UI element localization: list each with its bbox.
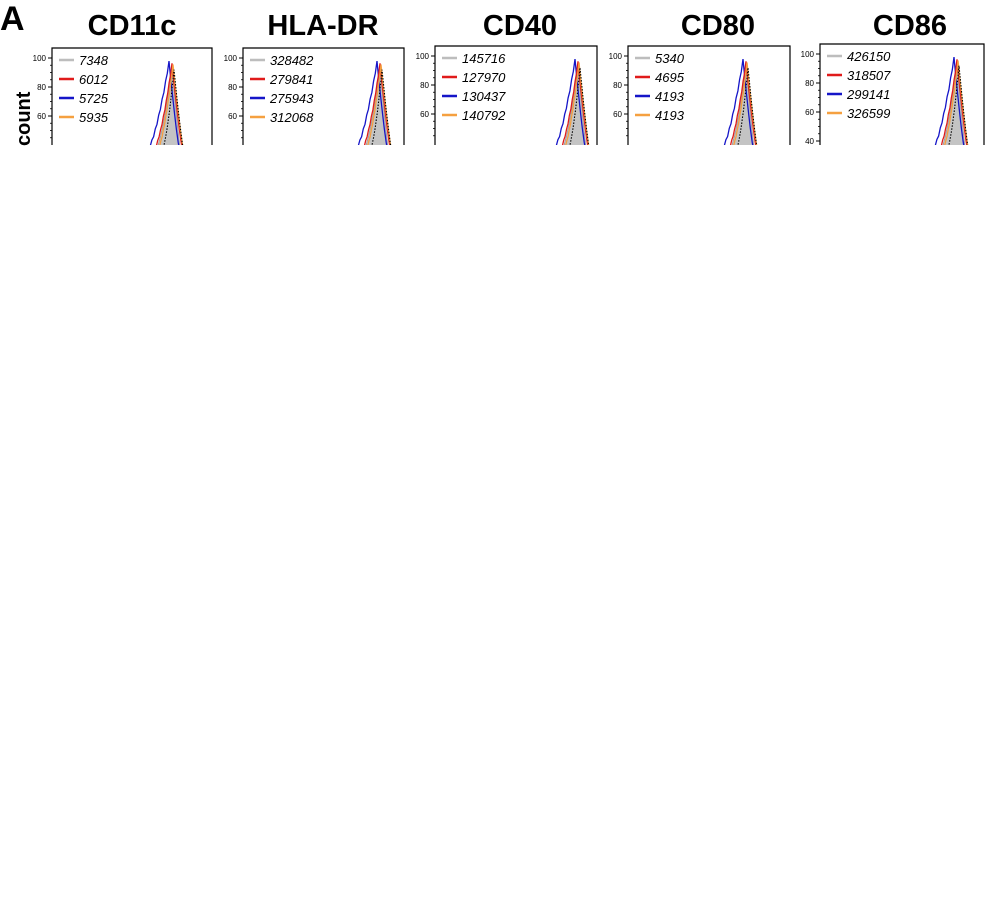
y-tick-label: 100	[801, 50, 815, 59]
series-line-blue	[149, 61, 180, 145]
legend-value: 145716	[462, 51, 506, 66]
series-line-dotted	[371, 69, 392, 145]
series-line-blue	[934, 57, 965, 145]
series-line-dotted	[569, 67, 590, 145]
y-tick-label: 60	[420, 110, 429, 119]
histogram-panel-cd40: CD40 100 80 60 145716 127970 130437 140792	[416, 10, 598, 145]
series-line-blue	[723, 59, 754, 145]
legend-value: 312068	[270, 110, 314, 125]
plot-frame	[819, 43, 985, 145]
legend-value: 5935	[79, 110, 109, 125]
series-line-red	[155, 63, 183, 145]
plot-frame	[627, 45, 791, 145]
legend-value: 4695	[655, 70, 685, 85]
panel-title: HLA-DR	[267, 10, 378, 42]
y-tick-label: 80	[37, 83, 46, 92]
series-line-dotted	[737, 67, 758, 145]
legend-value: 299141	[846, 87, 890, 102]
legend-value: 5340	[655, 51, 685, 66]
histogram-curves	[149, 61, 184, 145]
legend-value: 426150	[847, 49, 891, 64]
y-tick-label: 60	[805, 108, 814, 117]
histogram-curves	[723, 59, 758, 145]
y-tick-label: 100	[224, 54, 238, 63]
series-line-red	[561, 61, 589, 145]
histogram-panel-cd11c: CD11c 100 80 60 7348 6012 5725 5935	[33, 10, 213, 145]
series-line-red	[363, 63, 391, 145]
legend-value: 6012	[79, 72, 109, 87]
histogram-curves	[357, 61, 392, 145]
plot-frame	[51, 47, 213, 145]
legend-value: 130437	[462, 89, 506, 104]
legend-value: 326599	[847, 106, 890, 121]
plot-frame	[242, 47, 405, 145]
legend-value: 318507	[847, 68, 891, 83]
plot-frame	[434, 45, 598, 145]
legend-value: 279841	[269, 72, 313, 87]
series-line-dotted	[163, 69, 184, 145]
panel-title: CD11c	[88, 10, 177, 42]
legend-value: 140792	[462, 108, 506, 123]
histogram-panel-hla-dr: HLA-DR 100 80 60 328482 279841 275943 312068	[224, 10, 405, 145]
y-tick-label: 100	[609, 52, 623, 61]
histogram-panels: CD11c 100 80 60 7348 6012 5725 5935 HLA-DR 100 80 6…	[33, 10, 985, 146]
legend-value: 275943	[269, 91, 314, 106]
panel-title: CD80	[681, 10, 755, 42]
y-tick-label: 100	[33, 54, 47, 63]
legend-value: 5725	[79, 91, 109, 106]
y-axis-label: count	[13, 91, 35, 146]
y-tick-label: 60	[37, 112, 46, 121]
legend-value: 4193	[655, 89, 685, 104]
y-tick-label: 60	[613, 110, 622, 119]
series-line-blue	[555, 59, 586, 145]
series-line-red	[940, 59, 968, 145]
histogram-panel-cd86: CD86 100 80 60 40 426150 318507 299141 326599	[801, 10, 985, 146]
series-line-dotted	[948, 65, 969, 145]
y-tick-label: 80	[613, 81, 622, 90]
series-line-red	[729, 61, 757, 145]
histogram-curves	[555, 59, 590, 145]
legend-value: 127970	[462, 70, 506, 85]
y-tick-label: 80	[420, 81, 429, 90]
panel-label: A	[0, 0, 25, 38]
y-tick-label: 80	[805, 79, 814, 88]
series-line-blue	[357, 61, 388, 145]
panel-title: CD40	[483, 10, 557, 42]
y-tick-label: 80	[228, 83, 237, 92]
panel-title: CD86	[873, 10, 947, 42]
legend-value: 4193	[655, 108, 685, 123]
y-tick-label: 60	[228, 112, 237, 121]
legend-value: 7348	[79, 53, 109, 68]
y-tick-label: 40	[805, 137, 814, 146]
y-tick-label: 100	[416, 52, 430, 61]
histogram-curves	[934, 57, 969, 145]
legend-value: 328482	[270, 53, 314, 68]
histogram-panel-cd80: CD80 100 80 60 5340 4695 4193 4193	[609, 10, 791, 145]
